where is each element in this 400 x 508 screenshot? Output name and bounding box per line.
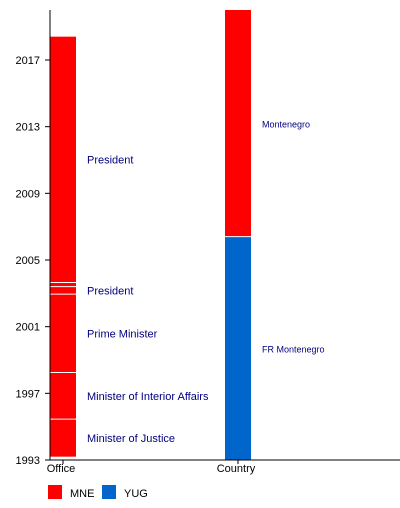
bar-segment-office-1	[50, 372, 76, 420]
segment-label: Minister of Interior Affairs	[87, 391, 209, 403]
segment-label: Minister of Justice	[87, 433, 175, 445]
bar-segment-office-3	[50, 286, 76, 295]
segment-label: Prime Minister	[87, 328, 158, 340]
y-tick-label: 1993	[16, 455, 40, 467]
segment-label: Montenegro	[262, 119, 310, 129]
legend: MNE YUG	[48, 485, 148, 500]
y-tick-label: 2001	[16, 322, 40, 334]
segment-label: President	[87, 285, 133, 297]
legend-label-mne: MNE	[70, 488, 94, 500]
y-tick-label: 2013	[16, 122, 40, 134]
legend-label-yug: YUG	[124, 488, 148, 500]
segment-labels: Minister of Justice Minister of Interior …	[87, 119, 325, 445]
segment-label: President	[87, 155, 133, 167]
bar-segment-office-4	[50, 282, 76, 287]
bar-segment-office-0	[50, 419, 76, 457]
x-axis: Office Country	[47, 459, 400, 475]
bar-segment-country-0	[225, 236, 251, 460]
y-tick-label: 2009	[16, 188, 40, 200]
bar-segment-office-2	[50, 294, 76, 373]
bar-segment-office-5	[50, 36, 76, 283]
x-tick-label-country: Country	[217, 463, 256, 475]
y-axis: 1993 1997 2001 2005 2009 2013 2017	[16, 10, 51, 467]
legend-swatch-mne	[48, 485, 62, 499]
bar-segment-country-1	[225, 10, 251, 237]
y-tick-label: 2017	[16, 55, 40, 67]
segment-label: FR Montenegro	[262, 344, 325, 354]
legend-swatch-yug	[102, 485, 116, 499]
x-tick-label-office: Office	[47, 463, 76, 475]
y-tick-label: 1997	[16, 388, 40, 400]
timeline-bars	[50, 10, 251, 460]
y-tick-label: 2005	[16, 255, 40, 267]
